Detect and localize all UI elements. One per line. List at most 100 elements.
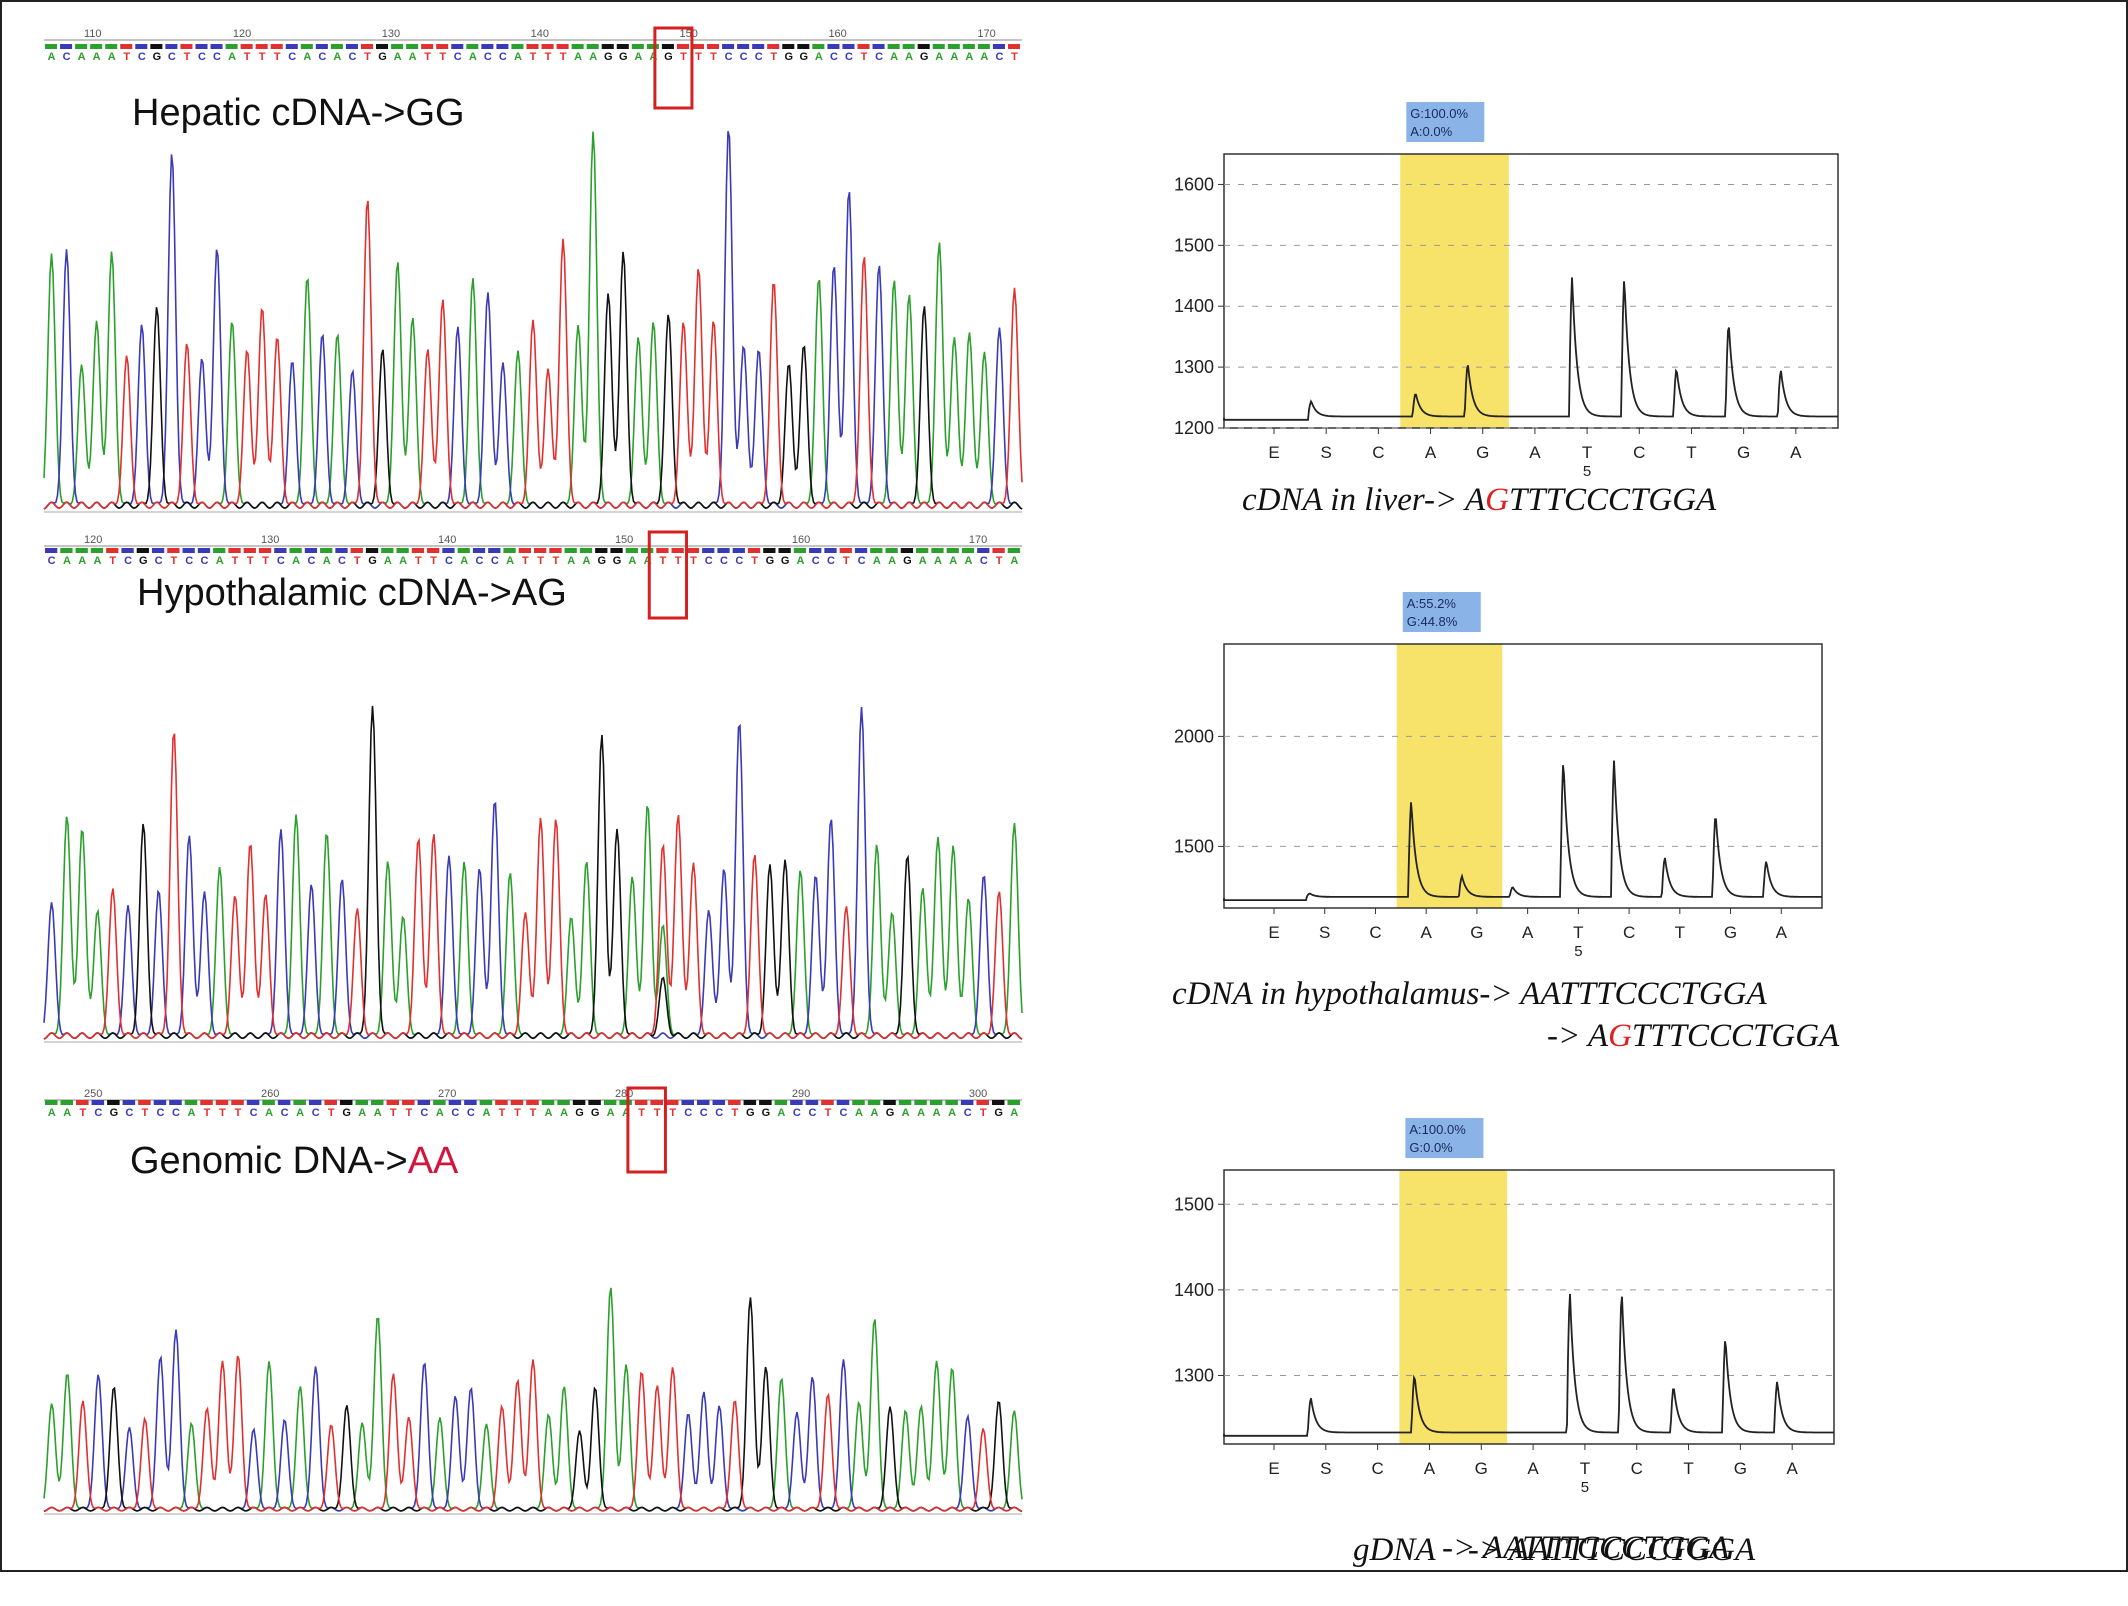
- call-dot: [603, 1100, 617, 1105]
- pyrogram-trace: [1223, 1293, 1834, 1437]
- base-call: C: [725, 51, 733, 63]
- call-dot: [417, 1100, 431, 1105]
- base-call: A: [905, 51, 913, 63]
- base-call: C: [875, 51, 883, 63]
- base-call: T: [638, 1107, 645, 1119]
- position-label: 140: [531, 28, 549, 40]
- call-dot: [510, 1100, 524, 1105]
- call-dot: [564, 548, 577, 553]
- call-dot: [496, 44, 509, 49]
- position-label: 110: [84, 28, 102, 40]
- base-call: A: [545, 1107, 553, 1119]
- allele-percent-box: [1406, 102, 1485, 142]
- base-call: A: [78, 51, 86, 63]
- dispensation-label: A: [1787, 1459, 1799, 1478]
- call-dot: [107, 1100, 120, 1105]
- call-dot: [76, 1100, 89, 1105]
- base-call: G: [766, 555, 775, 567]
- call-dot: [518, 548, 531, 553]
- base-call: T: [259, 51, 266, 63]
- base-call: C: [172, 1107, 180, 1119]
- base-call: T: [184, 51, 191, 63]
- base-call: T: [364, 51, 371, 63]
- base-call: A: [469, 51, 477, 63]
- base-call: C: [125, 1107, 133, 1119]
- call-dot: [557, 1100, 570, 1105]
- base-call: T: [669, 1107, 676, 1119]
- base-call: T: [415, 555, 422, 567]
- call-dot: [60, 1100, 74, 1105]
- dispensation-label: G: [1734, 1459, 1747, 1478]
- base-call: T: [390, 1107, 397, 1119]
- y-tick-label: 1500: [1174, 1194, 1214, 1214]
- call-dot: [304, 548, 318, 553]
- trace-C: [43, 1329, 1023, 1513]
- call-dot: [1007, 1100, 1020, 1105]
- call-dot: [150, 44, 163, 49]
- call-dot: [90, 44, 103, 49]
- call-dot: [488, 548, 501, 553]
- dispensation-label: A: [1790, 443, 1802, 462]
- base-call: C: [467, 1107, 475, 1119]
- call-dot: [595, 548, 608, 553]
- call-dot: [977, 548, 990, 553]
- base-call: A: [1010, 1107, 1018, 1119]
- dispensation-label: C: [1623, 923, 1635, 942]
- base-call: A: [482, 1107, 490, 1119]
- call-dot: [827, 44, 840, 49]
- call-dot: [854, 548, 868, 553]
- dispensation-label: A: [1529, 443, 1541, 462]
- dispensation-label: E: [1268, 1459, 1279, 1478]
- base-call: A: [890, 51, 898, 63]
- base-call: G: [800, 51, 809, 63]
- call-dot: [902, 44, 915, 49]
- dispensation-label: G: [1476, 443, 1489, 462]
- call-dot: [885, 548, 898, 553]
- base-call: A: [871, 1107, 879, 1119]
- position-label: 260: [261, 1088, 279, 1100]
- dispensation-label: C: [1631, 1459, 1643, 1478]
- call-dot: [360, 44, 374, 49]
- call-dot: [793, 548, 807, 553]
- position-label: 120: [233, 28, 251, 40]
- base-call: G: [591, 1107, 600, 1119]
- base-call: T: [530, 51, 537, 63]
- call-dot: [767, 44, 780, 49]
- call-dot: [887, 44, 900, 49]
- call-dot: [355, 1100, 368, 1105]
- call-dot: [255, 44, 268, 49]
- base-call: A: [514, 51, 522, 63]
- call-dot: [246, 1100, 260, 1105]
- base-call: A: [589, 51, 597, 63]
- call-dot: [541, 1100, 555, 1105]
- call-dot: [293, 1100, 306, 1105]
- trace-T: [43, 733, 1023, 1040]
- base-call: A: [358, 1107, 366, 1119]
- call-dot: [588, 1100, 601, 1105]
- base-call: C: [156, 1107, 164, 1119]
- call-dot: [503, 548, 516, 553]
- call-dot: [797, 44, 810, 49]
- base-call: T: [751, 555, 758, 567]
- call-dot: [464, 1100, 477, 1105]
- base-call: A: [216, 555, 224, 567]
- call-dot: [153, 1100, 167, 1105]
- allele-percent-box: [1405, 1118, 1484, 1158]
- base-call: A: [935, 51, 943, 63]
- base-call: C: [740, 51, 748, 63]
- base-call: T: [328, 1107, 335, 1119]
- y-tick-label: 1300: [1174, 1366, 1214, 1386]
- call-dot: [586, 44, 599, 49]
- dispensation-label: A: [1424, 1459, 1436, 1478]
- base-call: T: [142, 1107, 149, 1119]
- call-dot: [215, 1100, 229, 1105]
- call-dot: [616, 44, 629, 49]
- dispensation-label: E: [1268, 443, 1279, 462]
- call-dot: [324, 1100, 337, 1105]
- call-dot: [712, 1100, 726, 1105]
- call-dot: [402, 1100, 415, 1105]
- y-tick-label: 1500: [1174, 235, 1214, 255]
- call-dot: [661, 44, 674, 49]
- position-label: 280: [615, 1088, 633, 1100]
